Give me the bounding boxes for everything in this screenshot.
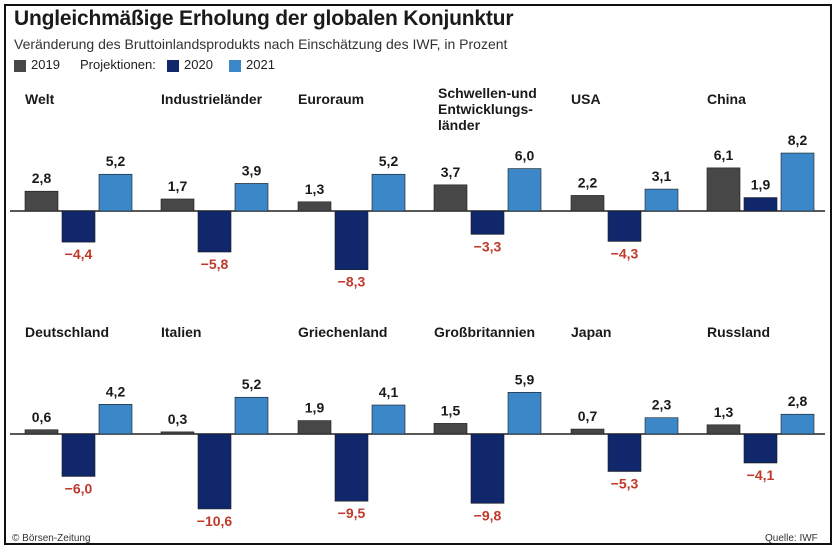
- value-label-welt-2019: 2,8: [32, 170, 52, 186]
- bar-euroraum-2020: [334, 210, 369, 270]
- legend-label-2019: 2019: [31, 57, 60, 72]
- value-label-deutschland-2021: 4,2: [106, 383, 126, 399]
- legend-swatch-2019: [14, 60, 26, 72]
- value-label-euroraum-2019: 1,3: [305, 181, 325, 197]
- bar-griechenland-2020: [334, 433, 369, 502]
- value-label-welt-2021: 5,2: [106, 153, 126, 169]
- bar-usa-2019: [570, 195, 605, 212]
- bar-japan-2019: [570, 428, 605, 435]
- panel-title-schwellen-und-entwicklungsländer: Schwellen-und: [438, 85, 537, 101]
- value-label-deutschland-2020: −6,0: [65, 480, 93, 496]
- value-label-russland-2019: 1,3: [714, 404, 734, 420]
- chart-title: Ungleichmäßige Erholung der globalen Kon…: [14, 7, 514, 30]
- value-label-griechenland-2020: −9,5: [338, 505, 366, 521]
- source-credit: © Börsen-Zeitung: [12, 533, 91, 544]
- value-label-großbritannien-2019: 1,5: [441, 402, 461, 418]
- bar-welt-2019: [24, 190, 59, 212]
- legend-label-2020: 2020: [184, 57, 213, 72]
- bar-großbritannien-2020: [470, 433, 505, 504]
- value-label-russland-2020: −4,1: [747, 467, 775, 483]
- panel-title-japan: Japan: [571, 324, 611, 340]
- bar-russland-2020: [743, 433, 778, 464]
- bar-schwellen-und-entwicklungsländer-2021: [507, 168, 542, 212]
- bar-italien-2021: [234, 396, 269, 435]
- legend-projections-label: Projektionen:: [80, 57, 156, 72]
- panel-title-schwellen-und-entwicklungsländer: länder: [438, 117, 481, 133]
- bar-italien-2020: [197, 433, 232, 510]
- chart-frame: [4, 4, 832, 545]
- value-label-industrieländer-2021: 3,9: [242, 162, 262, 178]
- bar-china-2019: [706, 167, 741, 212]
- value-label-italien-2019: 0,3: [168, 411, 188, 427]
- bar-euroraum-2019: [297, 201, 332, 212]
- legend-swatch-2021: [229, 60, 241, 72]
- bar-welt-2021: [98, 173, 133, 212]
- bar-griechenland-2019: [297, 420, 332, 435]
- bar-schwellen-und-entwicklungsländer-2020: [470, 210, 505, 235]
- bar-industrieländer-2020: [197, 210, 232, 253]
- bar-usa-2021: [644, 188, 679, 212]
- panel-title-deutschland: Deutschland: [25, 324, 109, 340]
- bar-deutschland-2020: [61, 433, 96, 477]
- panel-title-großbritannien: Großbritannien: [434, 324, 535, 340]
- bar-china-2020: [743, 197, 778, 212]
- value-label-italien-2021: 5,2: [242, 376, 262, 392]
- value-label-japan-2020: −5,3: [611, 475, 639, 491]
- value-label-usa-2021: 3,1: [652, 168, 672, 184]
- bar-industrieländer-2021: [234, 183, 269, 212]
- value-label-großbritannien-2021: 5,9: [515, 371, 535, 387]
- bar-russland-2019: [706, 424, 741, 435]
- value-label-italien-2020: −10,6: [197, 513, 233, 529]
- bar-großbritannien-2021: [507, 391, 542, 435]
- value-label-china-2019: 6,1: [714, 147, 734, 163]
- value-label-japan-2021: 2,3: [652, 397, 672, 413]
- bar-griechenland-2021: [371, 404, 406, 435]
- panel-title-euroraum: Euroraum: [298, 91, 364, 107]
- value-label-industrieländer-2020: −5,8: [201, 256, 229, 272]
- value-label-schwellen-und-entwicklungsländer-2019: 3,7: [441, 164, 461, 180]
- panel-title-industrieländer: Industrieländer: [161, 91, 263, 107]
- bar-china-2021: [780, 152, 815, 212]
- value-label-großbritannien-2020: −9,8: [474, 507, 502, 523]
- panel-title-italien: Italien: [161, 324, 201, 340]
- value-label-industrieländer-2019: 1,7: [168, 178, 188, 194]
- panel-title-schwellen-und-entwicklungsländer: Entwicklungs-: [438, 101, 533, 117]
- bar-italien-2019: [160, 431, 195, 435]
- bar-großbritannien-2019: [433, 423, 468, 435]
- value-label-griechenland-2021: 4,1: [379, 384, 399, 400]
- source-note: Quelle: IWF: [765, 533, 818, 544]
- value-label-usa-2020: −4,3: [611, 245, 639, 261]
- chart-subtitle: Veränderung des Bruttoinlandsprodukts na…: [14, 36, 508, 52]
- bar-usa-2020: [607, 210, 642, 242]
- value-label-euroraum-2020: −8,3: [338, 274, 366, 290]
- legend-swatch-2020: [167, 60, 179, 72]
- bar-industrieländer-2019: [160, 198, 195, 212]
- panel-title-griechenland: Griechenland: [298, 324, 387, 340]
- value-label-japan-2019: 0,7: [578, 408, 598, 424]
- panel-title-usa: USA: [571, 91, 601, 107]
- panel-title-welt: Welt: [25, 91, 55, 107]
- panel-title-russland: Russland: [707, 324, 770, 340]
- bar-schwellen-und-entwicklungsländer-2019: [433, 184, 468, 212]
- bar-euroraum-2021: [371, 173, 406, 212]
- bar-deutschland-2021: [98, 404, 133, 435]
- value-label-china-2021: 8,2: [788, 132, 808, 148]
- panel-title-china: China: [707, 91, 746, 107]
- legend-label-2021: 2021: [246, 57, 275, 72]
- value-label-deutschland-2019: 0,6: [32, 409, 52, 425]
- bar-japan-2020: [607, 433, 642, 472]
- bar-japan-2021: [644, 417, 679, 435]
- value-label-schwellen-und-entwicklungsländer-2021: 6,0: [515, 148, 535, 164]
- value-label-schwellen-und-entwicklungsländer-2020: −3,3: [474, 238, 502, 254]
- bar-russland-2021: [780, 413, 815, 435]
- value-label-euroraum-2021: 5,2: [379, 153, 399, 169]
- value-label-china-2020: 1,9: [751, 177, 771, 193]
- bar-welt-2020: [61, 210, 96, 243]
- value-label-russland-2021: 2,8: [788, 393, 808, 409]
- value-label-griechenland-2019: 1,9: [305, 400, 325, 416]
- value-label-welt-2020: −4,4: [65, 246, 93, 262]
- bar-deutschland-2019: [24, 429, 59, 435]
- value-label-usa-2019: 2,2: [578, 174, 598, 190]
